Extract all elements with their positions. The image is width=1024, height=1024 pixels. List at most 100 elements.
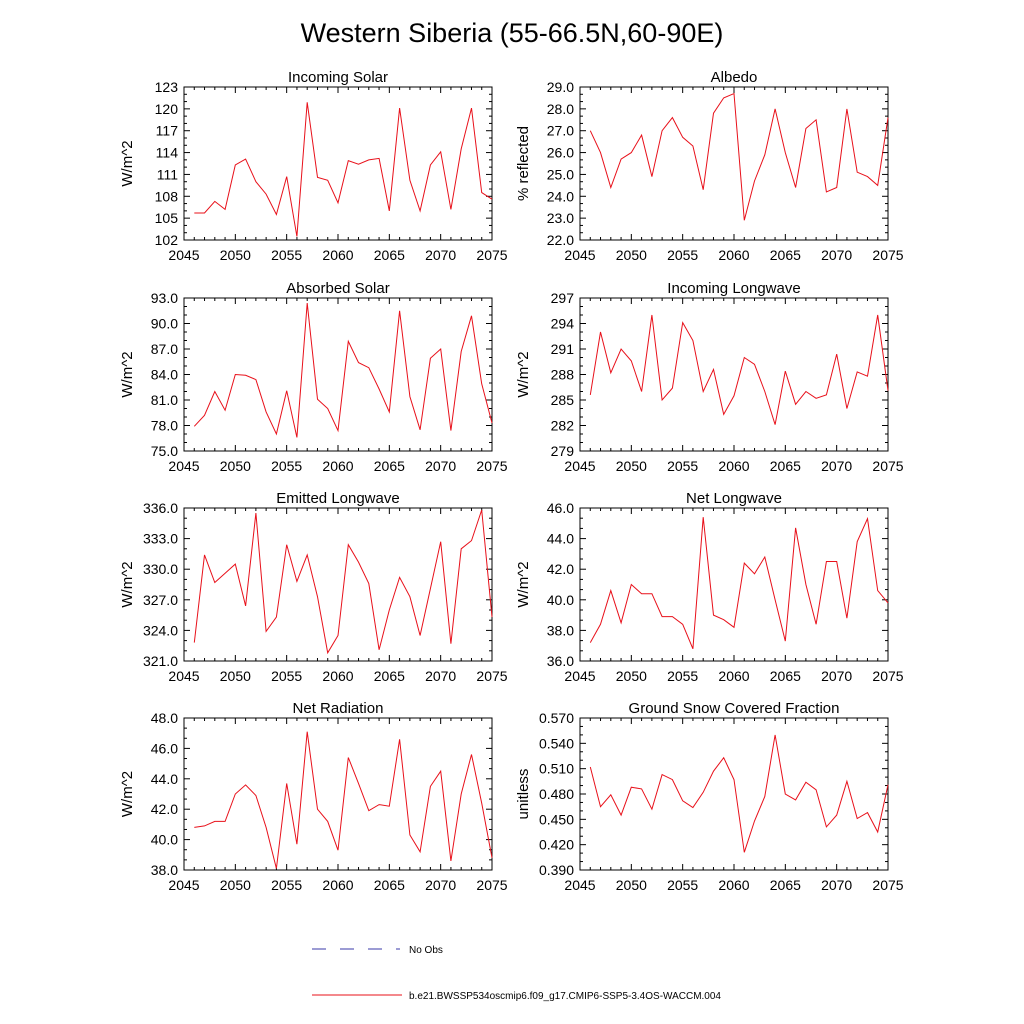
x-tick-label: 2045 (168, 458, 199, 474)
y-axis-label: % reflected (515, 126, 532, 201)
y-tick-label: 27.0 (547, 123, 574, 139)
x-tick-label: 2050 (616, 668, 647, 684)
legend-model-label: b.e21.BWSSP534oscmip6.f09_g17.CMIP6-SSP5… (409, 991, 721, 1002)
panel-7: Net Radiation W/m^2 2045 2050 2055 2060 2065 20… (119, 700, 508, 893)
y-tick-label: 0.390 (539, 862, 574, 878)
x-tick-label: 2045 (564, 668, 595, 684)
y-tick-label: 24.0 (547, 188, 574, 204)
panel-4: Incoming Longwave W/m^2 2045 2050 2055 2060 20… (515, 280, 904, 474)
x-tick-label: 2055 (667, 247, 698, 263)
panel-title: Ground Snow Covered Fraction (629, 700, 840, 717)
series-line (589, 314, 889, 425)
x-tick-label: 2055 (667, 877, 698, 893)
y-tick-label: 48.0 (151, 710, 178, 726)
y-tick-label: 46.0 (151, 740, 178, 756)
x-tick-label: 2060 (718, 877, 749, 893)
y-tick-label: 40.0 (151, 832, 178, 848)
x-tick-label: 2070 (425, 458, 456, 474)
y-axis-label: W/m^2 (119, 140, 136, 186)
panel-3: Absorbed Solar W/m^2 2045 2050 2055 2060 2065 2… (119, 280, 508, 474)
series-line (589, 734, 889, 853)
x-tick-label: 2045 (564, 247, 595, 263)
x-tick-label: 2060 (718, 247, 749, 263)
y-axis-label: W/m^2 (119, 561, 136, 607)
x-tick-label: 2065 (374, 877, 405, 893)
y-tick-label: 28.0 (547, 101, 574, 117)
y-tick-label: 29.0 (547, 79, 574, 95)
x-tick-label: 2075 (476, 247, 507, 263)
panel-1: Incoming Solar W/m^2 2045 2050 2055 2060 2065 2… (119, 69, 508, 263)
x-tick-label: 2070 (821, 877, 852, 893)
x-tick-label: 2050 (220, 877, 251, 893)
panel-title: Absorbed Solar (286, 280, 389, 297)
y-tick-label: 294 (551, 316, 575, 332)
y-tick-label: 0.510 (539, 761, 574, 777)
series-line (193, 303, 493, 438)
y-axis-label: W/m^2 (119, 771, 136, 817)
y-tick-label: 81.0 (151, 392, 178, 408)
x-tick-label: 2065 (770, 458, 801, 474)
x-tick-label: 2050 (616, 877, 647, 893)
x-tick-label: 2065 (770, 247, 801, 263)
series-line (194, 731, 493, 869)
x-tick-label: 2070 (821, 668, 852, 684)
x-tick-label: 2060 (718, 458, 749, 474)
x-tick-label: 2055 (271, 877, 302, 893)
panel-8: Ground Snow Covered Fraction unitless 2045… (515, 700, 904, 893)
y-axis-label: W/m^2 (515, 561, 532, 607)
y-tick-label: 330.0 (143, 561, 178, 577)
y-tick-label: 288 (551, 367, 575, 383)
y-tick-label: 321.0 (143, 653, 178, 669)
plot-frame (579, 507, 889, 662)
x-tick-label: 2045 (168, 877, 199, 893)
panel-title: Albedo (711, 69, 758, 86)
x-tick-label: 2070 (425, 877, 456, 893)
legend: No Obs b.e21.BWSSP534oscmip6.f09_g17.CMI… (312, 945, 721, 1002)
y-tick-label: 23.0 (547, 210, 574, 226)
x-tick-label: 2075 (872, 247, 903, 263)
x-tick-label: 2055 (667, 668, 698, 684)
y-tick-label: 108 (155, 188, 179, 204)
x-tick-label: 2065 (374, 247, 405, 263)
panel-title: Net Longwave (686, 490, 782, 507)
y-tick-label: 333.0 (143, 531, 178, 547)
y-tick-label: 111 (157, 166, 178, 182)
y-tick-label: 75.0 (151, 443, 178, 459)
y-tick-label: 40.0 (547, 592, 574, 608)
plot-frame (183, 507, 493, 662)
x-tick-label: 2045 (564, 877, 595, 893)
y-tick-label: 84.0 (151, 367, 178, 383)
y-tick-label: 336.0 (143, 500, 178, 516)
panel-title: Incoming Solar (288, 69, 388, 86)
x-tick-label: 2060 (322, 877, 353, 893)
x-tick-label: 2065 (770, 877, 801, 893)
legend-obs-label: No Obs (409, 945, 443, 956)
panel-5: Emitted Longwave W/m^2 2045 2050 2055 2060 206… (119, 490, 508, 684)
y-tick-label: 42.0 (151, 801, 178, 817)
x-tick-label: 2055 (271, 668, 302, 684)
y-tick-label: 44.0 (151, 771, 178, 787)
x-tick-label: 2065 (374, 458, 405, 474)
y-tick-label: 279 (551, 443, 575, 459)
x-tick-label: 2060 (322, 458, 353, 474)
y-tick-label: 102 (155, 232, 179, 248)
series-line (589, 516, 889, 649)
plot-frame (579, 86, 889, 241)
y-tick-label: 42.0 (547, 561, 574, 577)
y-tick-label: 285 (551, 392, 575, 408)
x-tick-label: 2075 (872, 458, 903, 474)
y-tick-label: 46.0 (547, 500, 574, 516)
y-tick-label: 297 (551, 290, 575, 306)
y-tick-label: 120 (155, 101, 179, 117)
x-tick-label: 2045 (168, 668, 199, 684)
x-tick-label: 2055 (271, 458, 302, 474)
x-tick-label: 2070 (821, 458, 852, 474)
x-tick-label: 2075 (476, 668, 507, 684)
y-axis-label: unitless (515, 769, 532, 820)
y-tick-label: 38.0 (547, 622, 574, 638)
y-tick-label: 78.0 (151, 418, 178, 434)
x-tick-label: 2075 (872, 877, 903, 893)
y-tick-label: 291 (551, 341, 575, 357)
x-tick-label: 2065 (770, 668, 801, 684)
